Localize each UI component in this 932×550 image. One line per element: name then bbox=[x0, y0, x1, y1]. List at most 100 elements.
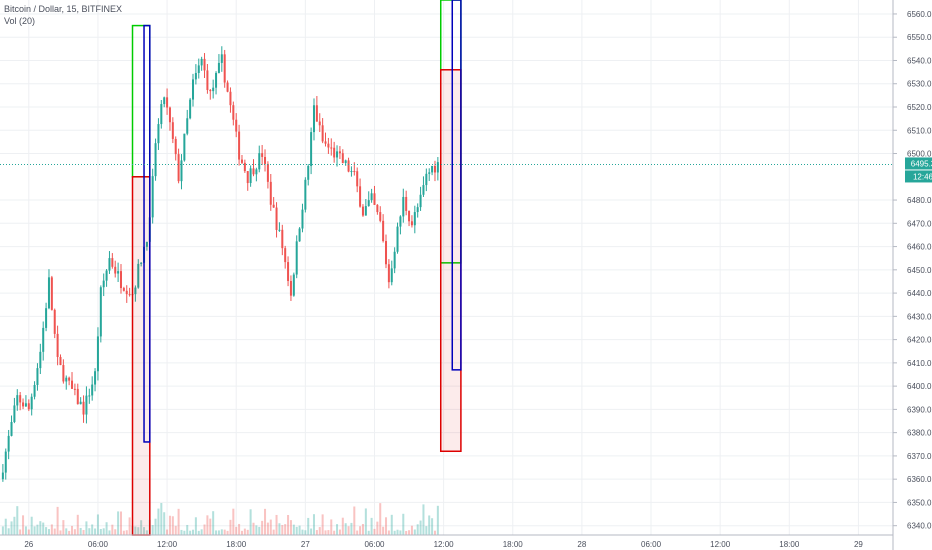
candle-body bbox=[24, 403, 27, 407]
volume-bar bbox=[315, 530, 318, 535]
annotation-box-blue[interactable] bbox=[451, 0, 462, 371]
volume-bar bbox=[413, 529, 416, 535]
volume-bar bbox=[379, 503, 382, 535]
volume-bar bbox=[223, 529, 226, 535]
candle-body bbox=[287, 262, 290, 282]
candle-body bbox=[171, 122, 174, 139]
last-price-badge[interactable] bbox=[905, 157, 932, 170]
candle-body bbox=[145, 241, 148, 247]
volume-bar bbox=[94, 528, 97, 535]
time-tick-label: 06:00 bbox=[364, 540, 385, 549]
candle-body bbox=[336, 151, 339, 158]
volume-bar bbox=[376, 521, 379, 535]
volume-bar bbox=[7, 528, 10, 535]
candle-body bbox=[36, 368, 39, 385]
candle-body bbox=[122, 288, 125, 291]
volume-bar bbox=[33, 526, 36, 535]
price-tick-label: 6370.0 bbox=[907, 452, 932, 461]
price-tick-label: 6350.0 bbox=[907, 498, 932, 507]
volume-bar bbox=[390, 514, 393, 535]
candle-body bbox=[206, 70, 209, 90]
candle-body bbox=[65, 377, 68, 382]
candle-body bbox=[194, 72, 197, 80]
annotation-box-green[interactable] bbox=[131, 24, 151, 178]
candle-body bbox=[307, 166, 310, 180]
price-tick-label: 6340.0 bbox=[907, 522, 932, 531]
candle-body bbox=[45, 308, 48, 328]
candle-body bbox=[289, 281, 292, 296]
symbol-title[interactable]: Bitcoin / Dollar, 15, BITFINEX bbox=[4, 4, 123, 14]
time-tick-label: 27 bbox=[301, 540, 310, 549]
volume-bar bbox=[203, 524, 206, 535]
volume-bar bbox=[45, 527, 48, 535]
time-tick-label: 12:00 bbox=[157, 540, 178, 549]
volume-bar bbox=[180, 529, 183, 535]
volume-bar bbox=[364, 508, 367, 535]
volume-bar bbox=[82, 530, 85, 535]
price-tick-label: 6480.0 bbox=[907, 196, 932, 205]
price-tick-label: 6560.0 bbox=[907, 10, 932, 19]
time-tick-label: 29 bbox=[854, 540, 863, 549]
volume-bar bbox=[370, 517, 373, 535]
volume-bar bbox=[226, 530, 229, 535]
volume-bar bbox=[206, 515, 209, 535]
volume-bar bbox=[399, 530, 402, 535]
volume-bar bbox=[416, 524, 419, 535]
candle-body bbox=[13, 405, 16, 422]
candle-body bbox=[154, 143, 157, 177]
annotation-box-blue[interactable] bbox=[143, 24, 151, 443]
volume-bar bbox=[76, 514, 79, 535]
candle-body bbox=[433, 165, 436, 173]
candle-body bbox=[382, 220, 385, 242]
volume-bar bbox=[183, 530, 186, 535]
candle-body bbox=[7, 435, 10, 452]
annotation-box-red[interactable] bbox=[131, 176, 151, 536]
time-tick-label: 26 bbox=[24, 540, 33, 549]
candle-body bbox=[177, 154, 180, 182]
volume-bar bbox=[269, 519, 272, 535]
candle-body bbox=[298, 228, 301, 242]
volume-bars bbox=[1, 502, 439, 535]
candle-body bbox=[215, 72, 218, 88]
candle-body bbox=[338, 151, 341, 154]
candle-body bbox=[166, 97, 169, 108]
candle-body bbox=[96, 336, 99, 372]
volume-bar bbox=[255, 525, 258, 535]
volume-bar bbox=[258, 526, 261, 535]
volume-bar bbox=[220, 529, 223, 535]
volume-bar bbox=[4, 518, 7, 535]
annotation-box-red[interactable] bbox=[439, 69, 462, 453]
volume-indicator-label[interactable]: Vol (20) bbox=[4, 16, 36, 26]
volume-bar bbox=[122, 530, 125, 535]
candle-body bbox=[312, 105, 315, 133]
candle-body bbox=[350, 171, 353, 173]
volume-bar bbox=[68, 530, 71, 535]
candle-body bbox=[347, 160, 350, 172]
time-tick-label: 18:00 bbox=[503, 540, 524, 549]
candle-body bbox=[387, 264, 390, 283]
candle-body bbox=[396, 226, 399, 252]
price-tick-label: 6420.0 bbox=[907, 336, 932, 345]
volume-bar bbox=[264, 508, 267, 535]
volume-bar bbox=[91, 524, 94, 535]
candle-body bbox=[333, 147, 336, 158]
volume-bar bbox=[56, 506, 59, 535]
candle-body bbox=[229, 91, 232, 106]
candle-body bbox=[373, 193, 376, 205]
candle-body bbox=[200, 58, 203, 66]
volume-bar bbox=[419, 520, 422, 535]
volume-bar bbox=[336, 524, 339, 535]
volume-bar bbox=[330, 519, 333, 535]
volume-bar bbox=[1, 526, 4, 535]
price-tick-label: 6500.0 bbox=[907, 150, 932, 159]
candle-body bbox=[99, 287, 102, 337]
candle-body bbox=[226, 82, 229, 92]
volume-bar bbox=[333, 530, 336, 535]
candle-body bbox=[186, 118, 189, 134]
volume-bar bbox=[361, 523, 364, 535]
volume-bar bbox=[431, 518, 434, 535]
volume-bar bbox=[160, 502, 163, 535]
candle-body bbox=[73, 388, 76, 390]
candle-body bbox=[272, 204, 275, 208]
